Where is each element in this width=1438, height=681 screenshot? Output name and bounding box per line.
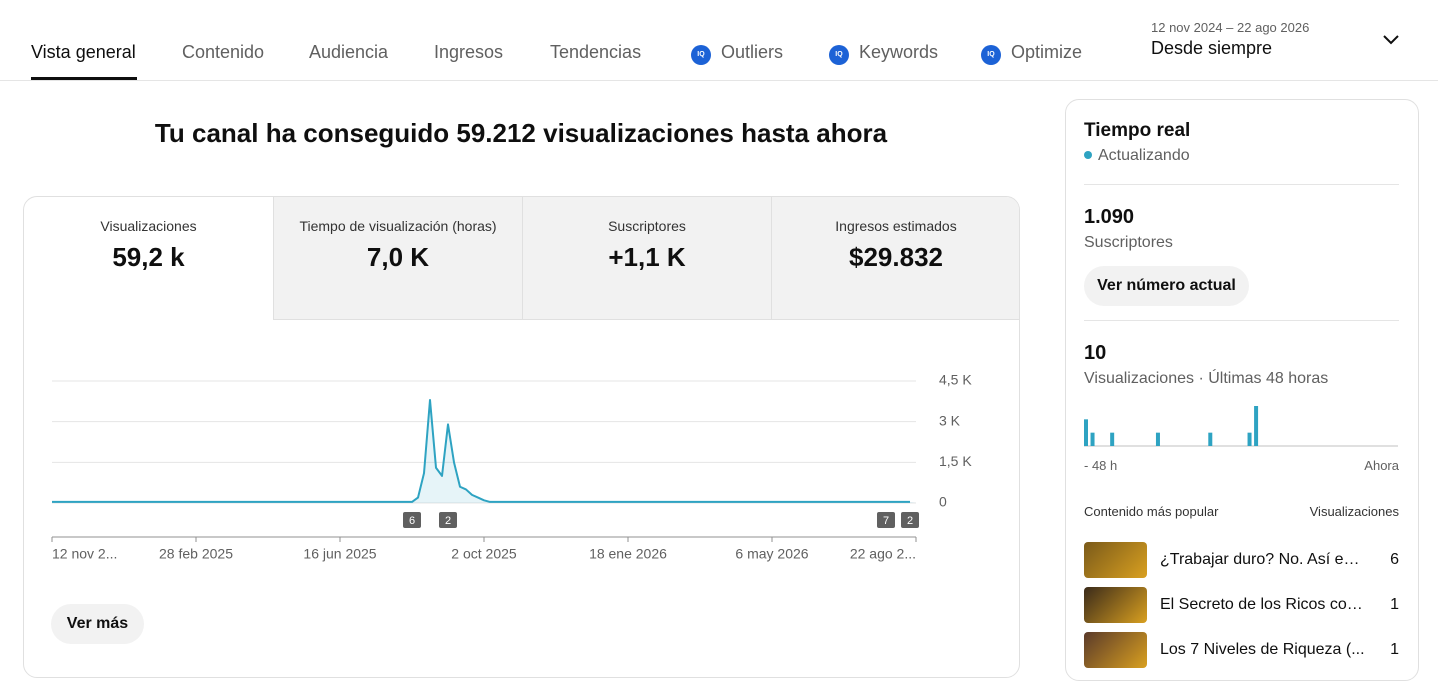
y-tick-label: 1,5 K <box>939 453 972 469</box>
tab[interactable]: IQ Optimize <box>981 42 1082 65</box>
tab-label: Ingresos <box>434 42 504 62</box>
tab-label: Keywords <box>859 42 939 62</box>
tab[interactable]: Ingresos <box>434 42 503 63</box>
thumbnail[interactable] <box>1084 542 1147 578</box>
bar <box>1084 419 1088 446</box>
metric-tab[interactable]: Visualizaciones 59,2 k <box>24 197 273 320</box>
tab[interactable]: IQ Outliers <box>691 42 783 65</box>
chevron[interactable] <box>1382 33 1400 47</box>
x-tick-label: 6 may 2026 <box>735 546 808 562</box>
item-views: 1 <box>1390 641 1399 658</box>
tab[interactable]: Vista general <box>31 42 136 63</box>
status-dot <box>1084 151 1092 159</box>
y-tick-label: 3 K <box>939 412 961 428</box>
metric-value: +1,1 K <box>608 242 686 272</box>
bar <box>1208 432 1213 446</box>
views-value: 10 <box>1084 342 1107 364</box>
subs-value: 1.090 <box>1084 206 1135 228</box>
tab[interactable]: Contenido <box>182 42 264 63</box>
area <box>52 399 916 503</box>
line <box>52 398 910 503</box>
x-tick-label: 18 ene 2026 <box>589 546 667 562</box>
bar <box>1090 432 1095 446</box>
x-tick-label: 22 ago 2... <box>850 546 916 562</box>
metric-tab[interactable]: Ingresos estimados $29.832 <box>771 197 1019 320</box>
divider <box>1084 184 1399 185</box>
bar <box>1247 432 1252 446</box>
status: Actualizando <box>1098 147 1190 164</box>
tab[interactable]: Tendencias <box>550 42 641 63</box>
top-header: Contenido más popular <box>1084 504 1219 519</box>
tab-label: Outliers <box>721 42 784 62</box>
metric-label: Ingresos estimados <box>835 218 957 234</box>
x-tick-label: 12 nov 2... <box>52 546 117 562</box>
marker <box>901 512 919 528</box>
metric-tab[interactable]: Suscriptores +1,1 K <box>522 197 771 320</box>
marker-label: 2 <box>907 515 913 527</box>
more-button[interactable]: Ver más <box>51 604 144 644</box>
tab-label: Contenido <box>182 42 265 62</box>
start-label: - 48 h <box>1084 458 1118 473</box>
headline: Tu canal ha conseguido 59.212 visualizac… <box>154 118 888 148</box>
end-label: Ahora <box>1364 458 1399 473</box>
thumbnail[interactable] <box>1084 587 1147 623</box>
page: Vista general Contenido Audiencia Ingresos T… <box>0 20 1438 681</box>
metric-tab[interactable]: Tiempo de visualización (horas) 7,0 K <box>273 197 522 320</box>
x-tick-label: 2 oct 2025 <box>451 546 517 562</box>
metric-label: Visualizaciones <box>100 218 197 234</box>
divider <box>1084 320 1399 321</box>
marker-label: 2 <box>445 515 451 527</box>
marker-label: 6 <box>409 515 415 527</box>
marker <box>403 512 421 528</box>
item-views: 6 <box>1390 551 1399 568</box>
y-tick-label: 4,5 K <box>939 372 972 388</box>
tab[interactable]: IQ Keywords <box>829 42 938 65</box>
date-range: 12 nov 2024 – 22 ago 2026 <box>1151 20 1310 35</box>
y-tick-label: 0 <box>939 494 947 510</box>
marker <box>877 512 895 528</box>
overview-card: Visualizaciones 59,2 k Tiempo de visualiza… <box>23 196 1020 678</box>
tab-icon: IQ <box>829 45 849 65</box>
active-indicator <box>31 77 137 80</box>
tab-icon: IQ <box>981 45 1001 65</box>
tab-label: Tendencias <box>550 42 642 62</box>
metric-label: Suscriptores <box>608 218 686 234</box>
current-button[interactable]: Ver número actual <box>1084 266 1249 306</box>
charts: 0 1,5 K 3 K 4,5 K 12 nov 2... 28 feb 2025 16 j… <box>51 372 1398 562</box>
metric-value: $29.832 <box>849 242 943 272</box>
bar <box>1254 406 1259 446</box>
x-tick-label: 16 jun 2025 <box>303 546 376 562</box>
tab-label: Optimize <box>1011 42 1083 62</box>
bar <box>1110 432 1115 446</box>
divider <box>0 80 1438 81</box>
top-metric: Visualizaciones <box>1309 504 1399 519</box>
tab-icon: IQ <box>691 45 711 65</box>
realtime-title: Tiempo real <box>1084 120 1191 141</box>
item-views: 1 <box>1390 596 1399 613</box>
metric-value: 59,2 k <box>112 242 185 272</box>
views-label: Visualizaciones · Últimas 48 horas <box>1084 370 1329 387</box>
tab-label: Audiencia <box>309 42 389 62</box>
date-preset[interactable]: Desde siempre <box>1151 38 1273 58</box>
tab[interactable]: Audiencia <box>309 42 388 63</box>
tab-label: Vista general <box>31 42 136 62</box>
marker-label: 7 <box>883 515 889 527</box>
x-tick-label: 28 feb 2025 <box>159 546 233 562</box>
metric-label: Tiempo de visualización (horas) <box>299 218 497 234</box>
bar <box>1155 432 1160 446</box>
marker <box>439 512 457 528</box>
subs-label: Suscriptores <box>1084 234 1173 251</box>
metric-value: 7,0 K <box>366 242 430 272</box>
